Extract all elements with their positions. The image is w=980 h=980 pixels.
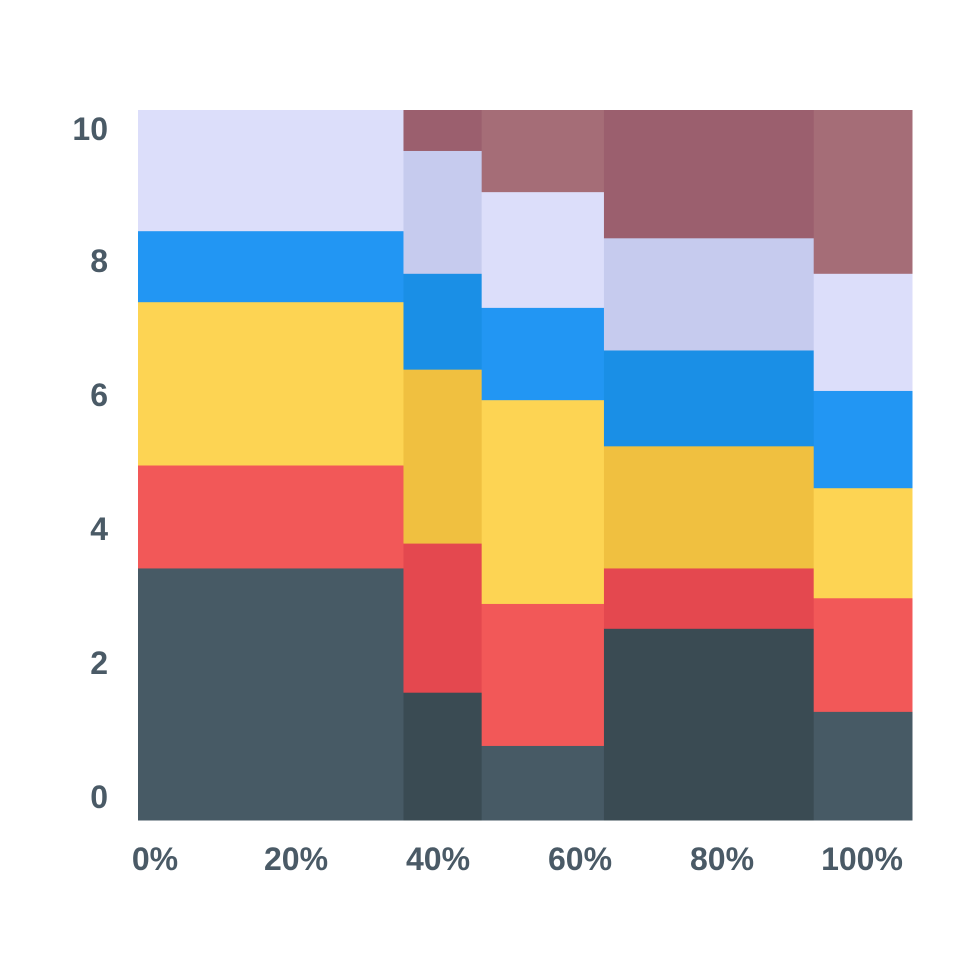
segment-col3-1 xyxy=(481,745,605,821)
x-axis-ticks: 0% 20% 40% 60% 80% 100% xyxy=(132,841,903,877)
segment-col5-6 xyxy=(813,110,913,274)
segment-col3-3 xyxy=(481,399,605,604)
segment-col5-1 xyxy=(813,711,913,821)
segment-col3-4 xyxy=(481,307,605,401)
y-tick-label-8: 8 xyxy=(90,243,108,279)
segment-col4-3 xyxy=(603,445,815,569)
x-tick-label-80: 80% xyxy=(690,841,754,877)
x-tick-label-0: 0% xyxy=(132,841,178,877)
segment-col5-4 xyxy=(813,390,913,489)
segment-col5-5 xyxy=(813,273,913,391)
segment-col4-2 xyxy=(603,567,815,629)
segment-col2-5 xyxy=(403,150,483,274)
segment-col5-2 xyxy=(813,597,913,712)
segment-col3-6 xyxy=(481,110,605,193)
segment-col1-3 xyxy=(138,301,404,466)
y-axis-ticks: 0 2 4 6 8 10 xyxy=(72,111,108,815)
y-tick-label-10: 10 xyxy=(72,111,108,147)
segment-col4-1 xyxy=(603,628,815,821)
segment-col5-3 xyxy=(813,487,913,599)
segment-col3-2 xyxy=(481,603,605,746)
x-tick-label-20: 20% xyxy=(264,841,328,877)
segment-col2-4 xyxy=(403,273,483,370)
segment-col2-6 xyxy=(403,110,483,151)
segment-col3-5 xyxy=(481,191,605,308)
x-tick-label-40: 40% xyxy=(406,841,470,877)
segment-col4-4 xyxy=(603,349,815,447)
x-tick-label-100: 100% xyxy=(821,841,903,877)
segment-col1-1 xyxy=(138,567,404,821)
chart-segments xyxy=(138,110,913,821)
segment-col2-1 xyxy=(403,692,483,821)
segment-col2-2 xyxy=(403,543,483,693)
segment-col2-3 xyxy=(403,369,483,544)
segment-col1-4 xyxy=(138,230,404,303)
y-tick-label-6: 6 xyxy=(90,377,108,413)
y-tick-label-4: 4 xyxy=(90,511,108,547)
segment-col1-2 xyxy=(138,465,404,569)
segment-col4-5 xyxy=(603,237,815,351)
segment-col4-6 xyxy=(603,110,815,239)
segment-col1-5 xyxy=(138,110,404,232)
y-tick-label-2: 2 xyxy=(90,645,108,681)
y-tick-label-0: 0 xyxy=(90,779,108,815)
x-tick-label-60: 60% xyxy=(548,841,612,877)
